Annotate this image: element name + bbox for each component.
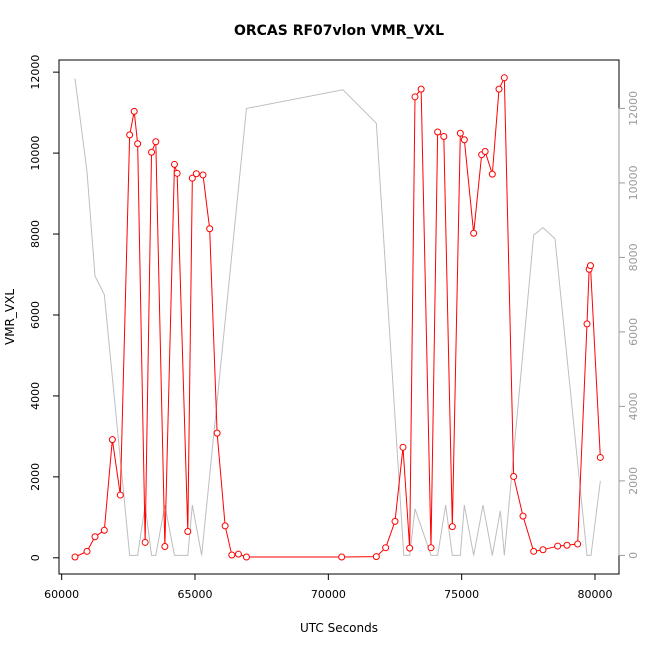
vmr-vxl-point: [596, 453, 604, 461]
vmr-vxl-point: [242, 553, 250, 561]
vmr-vxl-point: [488, 170, 496, 178]
y2-tick-label: 12000: [627, 91, 640, 126]
vmr-vxl-point: [417, 85, 425, 93]
vmr-vxl-point: [221, 522, 229, 530]
vmr-vxl-point: [161, 542, 169, 550]
y-axis-left: 0 2000 4000 6000 8000 10000 12000: [29, 55, 60, 561]
vmr-vxl-point: [188, 174, 196, 182]
vlon-line: [74, 78, 601, 556]
vmr-vxl-point: [434, 128, 442, 136]
vmr-vxl-point: [448, 523, 456, 531]
y-tick-label: 2000: [29, 463, 42, 491]
y-axis-right: 0 2000 4000 6000 8000 10000 12000: [618, 91, 640, 559]
vmr-vxl-point: [71, 553, 79, 561]
y-tick-label: 12000: [29, 55, 42, 90]
vmr-vxl-point: [456, 129, 464, 137]
x-tick-label: 80000: [578, 588, 613, 601]
vmr-vxl-point: [574, 540, 582, 548]
vlon-series: [74, 78, 601, 556]
vmr-vxl-point: [91, 533, 99, 541]
vmr-vxl-point: [152, 138, 160, 146]
vmr-vxl-point: [126, 131, 134, 139]
x-tick-label: 75000: [444, 588, 479, 601]
x-tick-label: 65000: [178, 588, 213, 601]
vmr-vxl-point: [100, 526, 108, 534]
vmr-vxl-point: [427, 544, 435, 552]
vmr-vxl-point: [116, 491, 124, 499]
vmr-vxl-point: [234, 550, 242, 558]
y2-tick-label: 0: [627, 552, 640, 559]
vmr-vxl-point: [213, 429, 221, 437]
vmr-vxl-point: [510, 472, 518, 480]
y-tick-label: 8000: [29, 220, 42, 248]
vmr-vxl-point: [199, 171, 207, 179]
vmr-vxl-point: [108, 436, 116, 444]
vmr-vxl-point: [554, 542, 562, 550]
vmr-vxl-series: [71, 74, 604, 561]
y2-tick-label: 6000: [627, 318, 640, 346]
x-axis: 60000 65000 70000 75000 80000: [44, 573, 613, 601]
vmr-vxl-point: [391, 517, 399, 525]
vmr-vxl-point: [460, 136, 468, 144]
chart-title: ORCAS RF07vlon VMR_VXL: [234, 23, 444, 39]
y-axis-label: VMR_VXL: [3, 289, 17, 345]
vmr-vxl-point: [141, 538, 149, 546]
y2-tick-label: 10000: [627, 165, 640, 200]
x-tick-label: 70000: [311, 588, 346, 601]
plot-area-border: [58, 59, 620, 575]
vmr-vxl-point: [206, 225, 214, 233]
vmr-vxl-point: [173, 169, 181, 177]
vmr-vxl-point: [83, 547, 91, 555]
vmr-vxl-point: [500, 74, 508, 82]
vmr-vxl-point: [481, 147, 489, 155]
vmr-vxl-point: [495, 85, 503, 93]
vmr-vxl-point: [539, 546, 547, 554]
x-axis-label: UTC Seconds: [300, 621, 378, 635]
vmr-vxl-point: [382, 544, 390, 552]
y-tick-label: 6000: [29, 301, 42, 329]
vmr-vxl-point: [148, 148, 156, 156]
vmr-vxl-point: [519, 512, 527, 520]
y-tick-label: 0: [29, 554, 42, 561]
y2-tick-label: 4000: [627, 392, 640, 420]
vmr-vxl-point: [130, 107, 138, 115]
y2-tick-label: 2000: [627, 467, 640, 495]
vmr-vxl-point: [583, 320, 591, 328]
vmr-vxl-point: [586, 262, 594, 270]
y-tick-label: 10000: [29, 136, 42, 171]
vmr-vxl-point: [338, 553, 346, 561]
vmr-vxl-point: [170, 160, 178, 168]
vmr-vxl-point: [563, 541, 571, 549]
vmr-vxl-line: [74, 77, 601, 558]
y2-tick-label: 8000: [627, 243, 640, 271]
vmr-vxl-point: [530, 547, 538, 555]
vmr-vxl-point: [406, 544, 414, 552]
vmr-vxl-point: [192, 170, 200, 178]
vmr-vxl-point: [134, 140, 142, 148]
y-tick-label: 4000: [29, 382, 42, 410]
vmr-vxl-point: [399, 443, 407, 451]
vmr-vxl-point: [470, 229, 478, 237]
vmr-vxl-point: [411, 93, 419, 101]
vmr-vxl-point: [228, 551, 236, 559]
vmr-vxl-point: [184, 528, 192, 536]
x-tick-label: 60000: [44, 588, 79, 601]
vmr-vxl-point: [440, 132, 448, 140]
vmr-vxl-point: [372, 553, 380, 561]
